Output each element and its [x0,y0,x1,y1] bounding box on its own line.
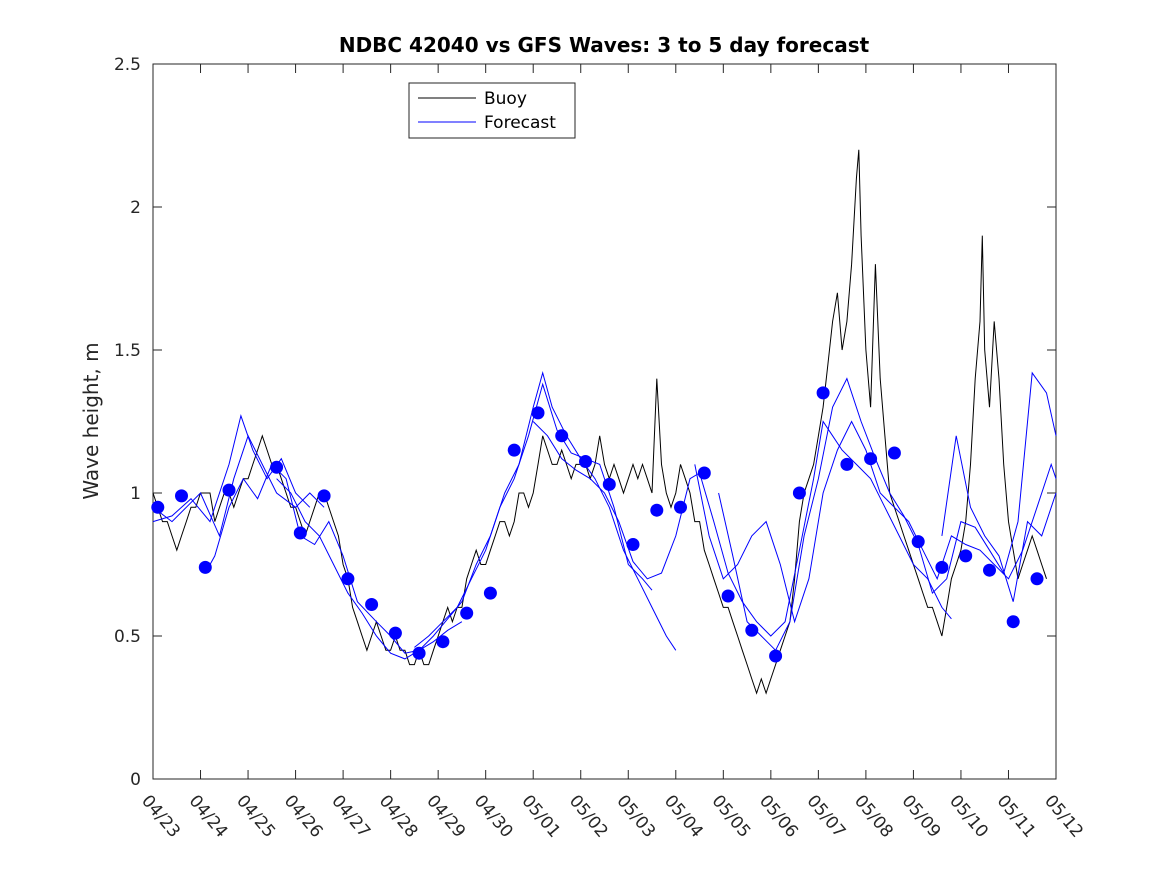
forecast-marker [388,626,402,640]
forecast-marker [436,635,450,649]
forecast-marker [460,606,474,620]
forecast-marker [674,500,687,514]
forecast-marker [697,466,711,480]
forecast-marker [483,586,497,600]
forecast-marker [650,503,664,517]
y-tick-label: 1 [130,484,141,504]
forecast-marker [151,500,165,514]
plot-area [152,63,1057,780]
legend-label-forecast: Forecast [484,113,556,133]
forecast-marker [531,406,545,420]
forecast-marker [555,429,569,443]
forecast-marker [341,572,355,586]
markers-layer [151,386,1044,663]
forecast-marker [579,455,592,468]
y-axis-label: Wave height, m [79,342,103,499]
forecast-marker [911,535,925,549]
forecast-marker [769,649,783,663]
y-tick-label: 0.5 [114,627,141,647]
legend-box [408,82,576,139]
forecast-marker [365,598,379,611]
legend-label-buoy: Buoy [484,89,527,109]
forecast-marker [816,386,830,400]
forecast-marker [792,486,806,500]
forecast-marker [983,563,996,577]
forecast-marker [270,460,284,474]
forecast-marker [317,489,331,503]
chart-title: NDBC 42040 vs GFS Waves: 3 to 5 day fore… [339,33,870,57]
forecast-marker [864,452,878,466]
forecast-marker [745,623,759,637]
forecast-marker [887,446,901,460]
forecast-marker [222,483,236,497]
y-tick-label: 2 [130,198,141,218]
forecast-marker [840,457,854,471]
y-tick-label: 0 [130,770,141,790]
forecast-marker [175,489,188,503]
legend: Buoy Forecast [408,82,576,139]
forecast-marker [412,646,426,660]
forecast-marker [721,589,735,603]
series-line-forecast [941,435,1057,602]
forecast-marker [1030,572,1044,586]
series-line-forecast [532,420,952,637]
series-line-forecast [152,434,325,538]
forecast-marker [602,477,616,491]
forecast-marker [293,526,307,540]
forecast-marker [1006,615,1020,629]
axes-box [152,63,1057,780]
forecast-marker [507,443,521,457]
forecast-marker [935,560,949,574]
forecast-marker [626,538,640,551]
forecast-marker [959,549,973,563]
y-tick-label: 1.5 [114,341,141,361]
series-line-forecast [276,371,677,660]
series-line-forecast [152,414,311,523]
forecast-marker [198,560,212,574]
y-tick-label: 2.5 [114,55,141,75]
